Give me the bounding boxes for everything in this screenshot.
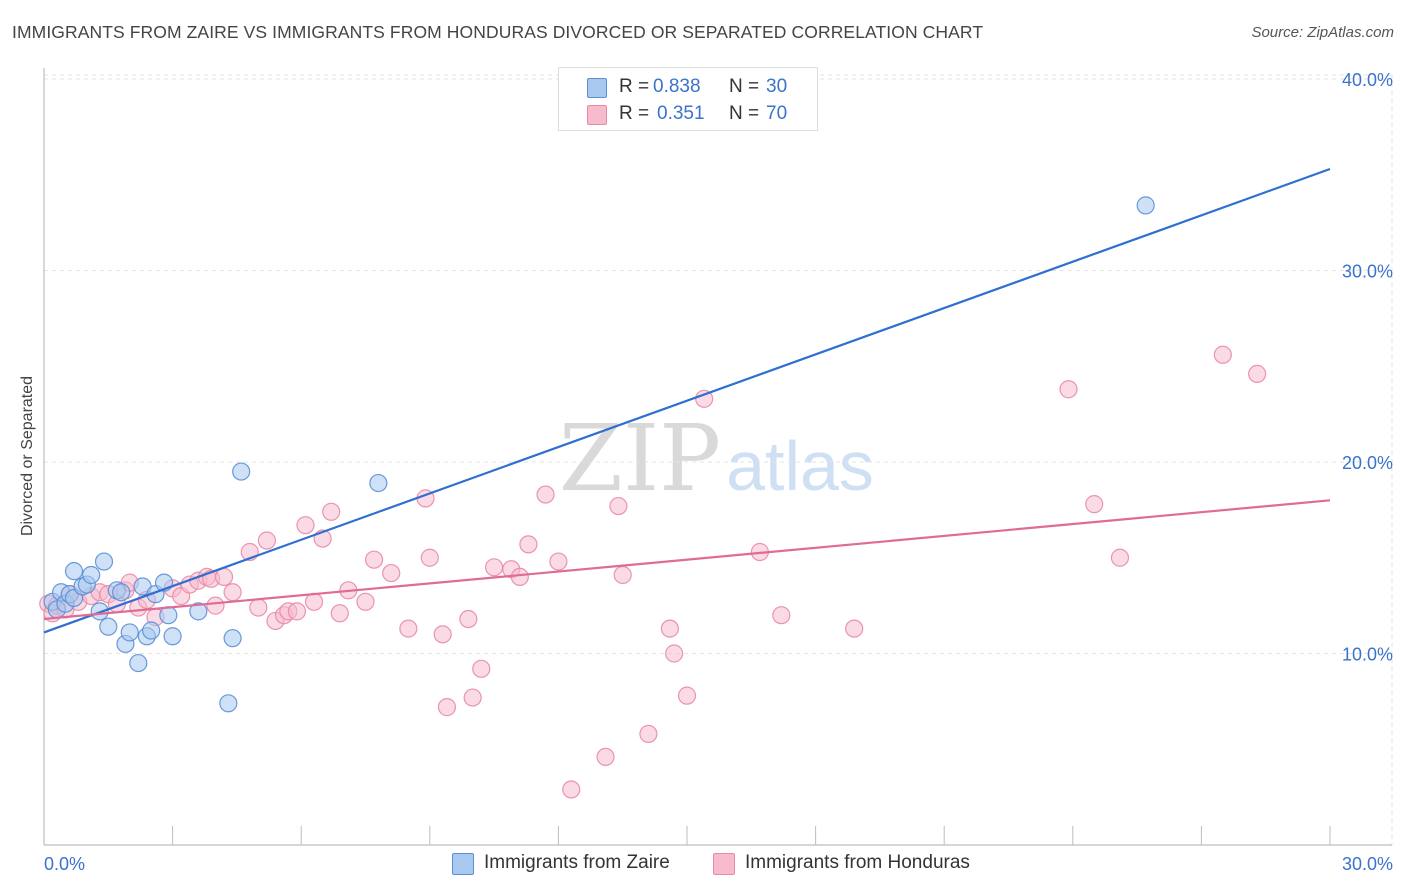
zaire-point [120,623,139,642]
honduras-point [1085,495,1104,514]
zaire-point [94,552,114,571]
honduras-point [463,688,482,707]
honduras-point [223,583,242,602]
honduras-point [249,598,268,617]
zaire-point [223,629,242,648]
legend-r-value: 0.351 [657,103,705,124]
data-points [39,196,1267,799]
legend-swatch-zaire [587,78,607,98]
legend-n-label: N = [729,76,760,97]
honduras-point [549,552,568,571]
legend-n-value: 70 [766,103,788,124]
y-tick-label: 40.0% [1342,70,1393,90]
zaire-point [163,627,182,646]
legend-swatch-honduras [587,105,607,125]
series-swatch-honduras [713,853,735,875]
honduras-point [287,602,307,621]
zaire-point [219,694,238,713]
zaire-point [189,602,208,621]
watermark-atlas: atlas [726,427,874,505]
honduras-point [356,592,375,611]
honduras-point [695,389,714,408]
tick-labels: 10.0% 20.0% 30.0% 40.0% 0.0% 30.0% [44,70,1393,874]
zaire-trend-line [43,167,1331,634]
legend-r-value: 0.838 [653,76,701,97]
honduras-point [845,619,864,638]
honduras-point [1213,345,1232,364]
honduras-point [519,535,538,554]
honduras-point [330,604,349,623]
legend-n-value: 30 [766,76,788,97]
correlation-legend: R = 0.838 N = 30 R = 0.351 N = 70 [558,67,818,131]
honduras-point [562,780,581,799]
honduras-point [214,567,234,587]
honduras-point [510,567,529,587]
series-swatch-zaire [452,853,474,875]
honduras-point [459,609,478,629]
honduras-point [420,548,439,567]
honduras-point [296,516,315,535]
series-legend-label: Immigrants from Honduras [745,852,970,873]
honduras-trend-line [43,499,1331,621]
zaire-point [64,562,84,581]
zaire-point [99,617,118,636]
honduras-point [206,596,225,615]
zaire-point [129,653,148,673]
series-legend-label: Immigrants from Zaire [484,852,670,873]
honduras-point [660,619,679,638]
honduras-point [536,485,555,504]
legend-r-label: R = [619,76,650,97]
honduras-point [665,644,684,663]
y-tick-label: 10.0% [1342,645,1393,665]
honduras-point [613,565,632,585]
zaire-point [142,621,161,640]
honduras-point [322,502,341,521]
watermark-zip: ZIP [559,405,721,512]
chart-title: IMMIGRANTS FROM ZAIRE VS IMMIGRANTS FROM… [12,22,984,42]
zaire-point [1136,196,1155,215]
zaire-point [159,606,178,625]
source-label: Source: ZipAtlas.com [1251,24,1394,41]
trend-lines [43,167,1331,634]
zaire-point [232,462,251,481]
grid [44,74,1393,845]
legend-r-label: R = [619,103,650,124]
honduras-point [609,496,628,516]
honduras-point [364,550,384,569]
zaire-point [82,565,101,585]
watermark: ZIP atlas [559,405,874,512]
honduras-point [1248,364,1267,384]
honduras-point [399,619,418,638]
honduras-point [433,625,452,644]
y-tick-label: 20.0% [1342,453,1393,473]
honduras-point [677,686,697,705]
honduras-point [639,724,658,744]
honduras-point [304,592,324,611]
honduras-point [596,747,615,767]
x-tick-label: 30.0% [1342,854,1393,874]
honduras-point [257,531,277,550]
zaire-point [112,583,131,602]
honduras-point [1059,380,1078,399]
honduras-point [772,606,791,625]
honduras-point [472,659,491,678]
honduras-point [485,558,504,577]
axes [43,68,1392,846]
legend-n-label: N = [729,103,760,124]
x-tick-label: 0.0% [44,854,85,874]
honduras-point [382,563,401,583]
zaire-point [369,473,388,493]
honduras-point [437,698,457,717]
honduras-point [1110,548,1130,567]
y-tick-label: 30.0% [1342,262,1393,282]
